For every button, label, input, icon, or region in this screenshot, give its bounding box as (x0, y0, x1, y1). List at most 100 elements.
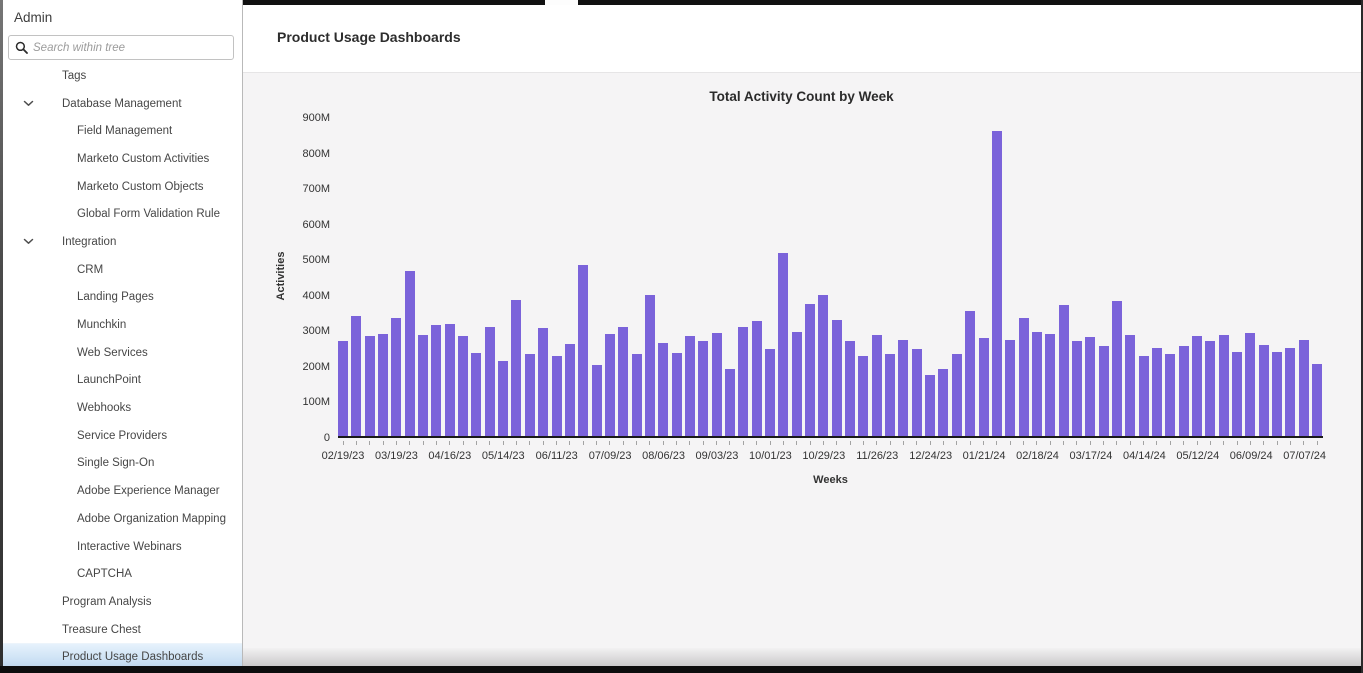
bar-week-03-19-23[interactable] (391, 318, 402, 436)
sidebar-item-crm[interactable]: CRM (0, 256, 242, 284)
bar-week-10-08-23[interactable] (778, 252, 789, 436)
bar-week-12-31-23[interactable] (938, 368, 949, 436)
bar-week-10-01-23[interactable] (765, 348, 775, 436)
bar-week-07-14-24[interactable] (1312, 363, 1323, 436)
bar-week-11-05-23[interactable] (831, 320, 842, 436)
sidebar-item-marketo-custom-activities[interactable]: Marketo Custom Activities (0, 145, 242, 173)
bar-week-12-10-23[interactable] (898, 340, 909, 436)
sidebar-item-captcha[interactable]: CAPTCHA (0, 560, 242, 588)
bar-week-12-24-23[interactable] (925, 375, 936, 436)
bar-week-03-31-24[interactable] (1111, 300, 1122, 436)
search-input[interactable] (33, 41, 227, 54)
sidebar-item-product-usage-dashboards[interactable]: Product Usage Dashboards (0, 643, 242, 666)
bar-week-06-09-24[interactable] (1245, 332, 1256, 436)
sidebar-item-munchkin[interactable]: Munchkin (0, 311, 242, 339)
bar-week-02-26-23[interactable] (351, 316, 362, 436)
chevron-down-icon[interactable] (23, 100, 34, 108)
sidebar-item-service-providers[interactable]: Service Providers (0, 422, 242, 450)
bar-week-04-28-24[interactable] (1165, 353, 1176, 436)
bar-week-01-28-24[interactable] (991, 130, 1002, 436)
bar-week-10-15-23[interactable] (791, 331, 802, 436)
sidebar-item-tags[interactable]: Tags (0, 70, 242, 90)
bar-week-02-04-24[interactable] (1005, 340, 1016, 436)
bar-week-04-23-23[interactable] (458, 336, 469, 436)
bar-week-07-23-23[interactable] (631, 353, 642, 436)
bar-week-06-16-24[interactable] (1258, 345, 1269, 436)
bar-week-10-29-23[interactable] (818, 295, 829, 436)
sidebar-item-webhooks[interactable]: Webhooks (0, 394, 242, 422)
bar-week-03-17-24[interactable] (1085, 337, 1096, 436)
bar-week-02-19-23[interactable] (338, 341, 348, 436)
bar-week-02-11-24[interactable] (1018, 318, 1029, 436)
bar-week-04-07-24[interactable] (1125, 334, 1136, 436)
tree-search-box[interactable] (8, 35, 234, 60)
bar-week-06-02-24[interactable] (1232, 352, 1243, 436)
bar-week-05-19-24[interactable] (1205, 341, 1216, 436)
sidebar-item-database-management[interactable]: Database Management (0, 90, 242, 118)
bar-week-07-16-23[interactable] (618, 326, 629, 436)
bar-week-01-14-24[interactable] (965, 311, 976, 436)
bar-week-06-30-24[interactable] (1285, 348, 1296, 436)
bar-week-05-05-24[interactable] (1178, 346, 1189, 436)
bar-week-06-23-24[interactable] (1272, 352, 1283, 436)
sidebar-item-web-services[interactable]: Web Services (0, 339, 242, 367)
bar-week-04-02-23[interactable] (418, 335, 429, 436)
bar-week-02-18-24[interactable] (1031, 331, 1042, 436)
bar-week-03-05-23[interactable] (364, 336, 375, 436)
bar-week-10-22-23[interactable] (805, 304, 816, 436)
bar-week-12-17-23[interactable] (911, 348, 922, 436)
bar-week-01-21-24[interactable] (978, 338, 989, 436)
sidebar-item-treasure-chest[interactable]: Treasure Chest (0, 616, 242, 644)
bar-week-08-06-23[interactable] (658, 342, 669, 436)
bar-week-03-03-24[interactable] (1058, 304, 1069, 436)
sidebar-item-global-form-validation-rule[interactable]: Global Form Validation Rule (0, 200, 242, 228)
bar-week-11-12-23[interactable] (845, 340, 856, 436)
bar-week-01-07-24[interactable] (951, 353, 962, 436)
bar-week-05-14-23[interactable] (498, 361, 509, 436)
bar-week-06-04-23[interactable] (538, 328, 549, 436)
bottom-scroll-strip[interactable] (243, 648, 1363, 666)
bar-week-02-25-24[interactable] (1045, 334, 1056, 436)
bar-week-04-21-24[interactable] (1151, 347, 1162, 436)
sidebar-item-program-analysis[interactable]: Program Analysis (0, 588, 242, 616)
bar-week-09-17-23[interactable] (738, 327, 749, 436)
chevron-down-icon[interactable] (23, 238, 34, 246)
bar-week-06-11-23[interactable] (551, 356, 562, 436)
sidebar-item-single-sign-on[interactable]: Single Sign-On (0, 450, 242, 478)
bar-week-04-16-23[interactable] (444, 324, 455, 436)
sidebar-item-launchpoint[interactable]: LaunchPoint (0, 367, 242, 395)
bar-week-04-14-24[interactable] (1138, 356, 1149, 436)
bar-week-12-03-23[interactable] (885, 353, 896, 436)
bar-week-03-26-23[interactable] (404, 271, 415, 436)
bar-week-09-10-23[interactable] (724, 369, 735, 436)
bar-week-08-13-23[interactable] (671, 352, 682, 436)
bar-week-05-28-23[interactable] (524, 354, 535, 436)
bar-week-05-21-23[interactable] (511, 299, 522, 436)
bar-week-03-12-23[interactable] (378, 334, 389, 436)
bar-week-04-09-23[interactable] (431, 325, 442, 436)
bar-week-05-07-23[interactable] (484, 327, 495, 436)
bar-week-04-30-23[interactable] (471, 353, 482, 436)
sidebar-item-landing-pages[interactable]: Landing Pages (0, 284, 242, 312)
bar-week-05-12-24[interactable] (1192, 336, 1202, 436)
bar-week-11-19-23[interactable] (858, 356, 869, 436)
bar-week-07-09-23[interactable] (604, 334, 615, 436)
sidebar-item-adobe-organization-mapping[interactable]: Adobe Organization Mapping (0, 505, 242, 533)
bar-week-07-30-23[interactable] (644, 294, 655, 436)
bar-week-11-26-23[interactable] (871, 334, 882, 436)
bar-week-09-24-23[interactable] (751, 320, 762, 436)
sidebar-item-adobe-experience-manager[interactable]: Adobe Experience Manager (0, 477, 242, 505)
bar-week-06-18-23[interactable] (564, 343, 575, 436)
sidebar-item-field-management[interactable]: Field Management (0, 117, 242, 145)
bar-week-05-26-24[interactable] (1218, 335, 1229, 436)
bar-week-08-20-23[interactable] (684, 336, 695, 436)
bar-week-08-27-23[interactable] (698, 340, 709, 436)
bar-week-06-25-23[interactable] (578, 265, 589, 436)
bar-week-09-03-23[interactable] (711, 332, 722, 436)
sidebar-item-integration[interactable]: Integration (0, 228, 242, 256)
bar-week-07-07-24[interactable] (1298, 340, 1309, 436)
bar-week-03-24-24[interactable] (1098, 345, 1109, 436)
sidebar-item-interactive-webinars[interactable]: Interactive Webinars (0, 533, 242, 561)
sidebar-item-marketo-custom-objects[interactable]: Marketo Custom Objects (0, 173, 242, 201)
bar-week-07-02-23[interactable] (591, 364, 602, 436)
